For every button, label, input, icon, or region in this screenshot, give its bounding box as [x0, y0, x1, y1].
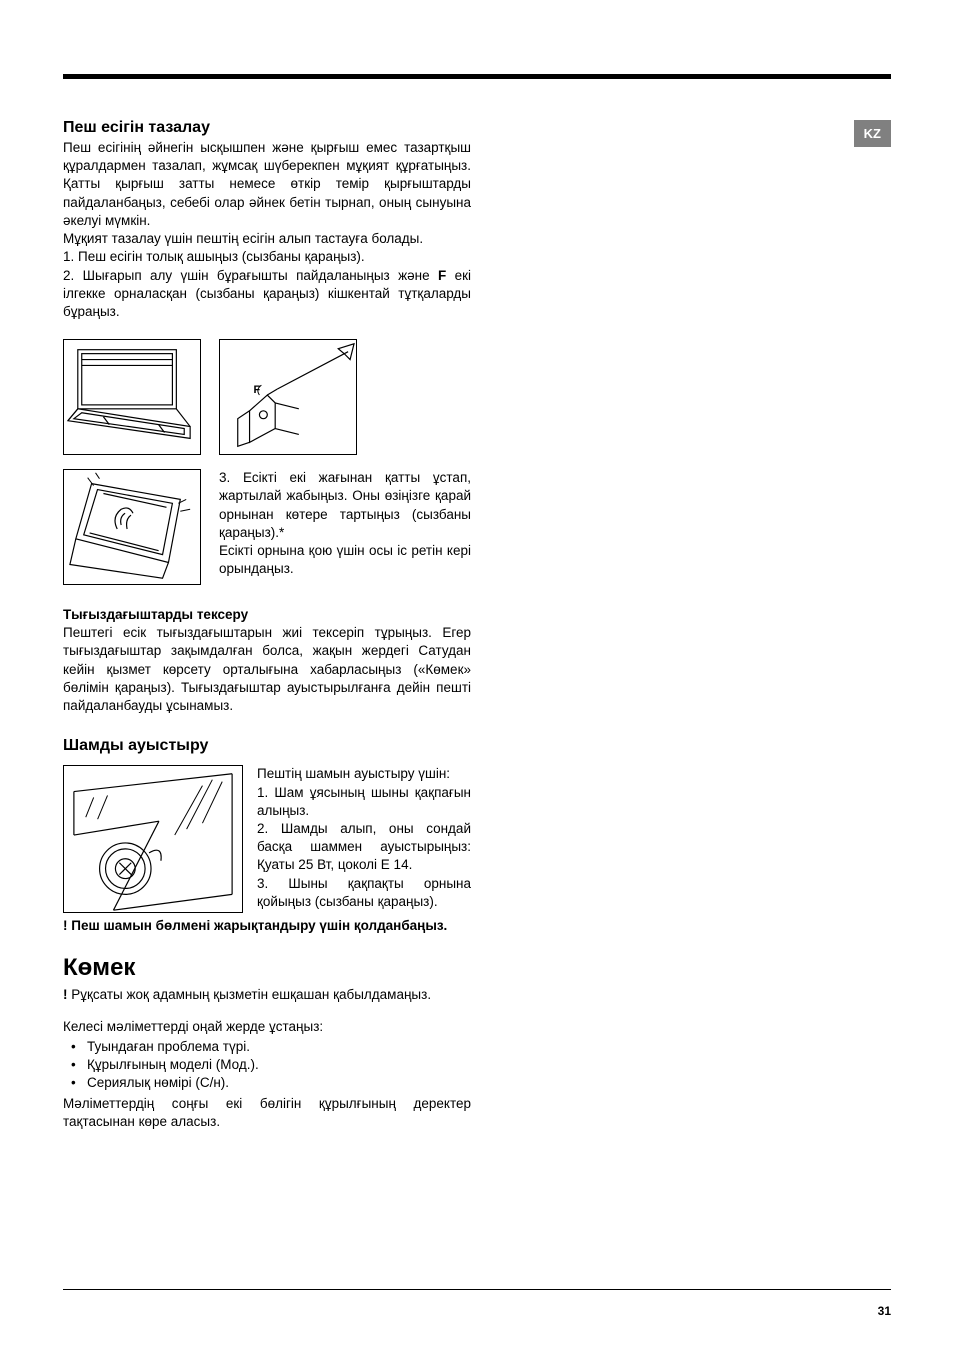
door-step3b: Есікті орнына қою үшін осы іс ретін кері…: [219, 543, 471, 576]
page-number: 31: [878, 1304, 891, 1318]
figure-row-1: F: [63, 339, 471, 455]
figure-f-label: F: [254, 384, 261, 396]
help-warning: ! Рұқсаты жоқ адамның қызметін ешқашан қ…: [63, 986, 471, 1004]
section-door-cleaning-title: Пеш есігін тазалау: [63, 119, 471, 137]
seals-section: Тығыздағыштарды тексеру Пештегі есік тығ…: [63, 607, 471, 715]
lamp-s1: 1. Шам ұясының шыны қақпағын алыңыз.: [257, 785, 471, 818]
help-bullet-3: Сериялық нөмірі (С/н).: [63, 1074, 471, 1092]
figure-lamp: [63, 765, 243, 913]
lamp-row: Пештің шамын ауыстыру үшін: 1. Шам ұясын…: [63, 765, 471, 913]
door-step2-bold: F: [438, 268, 446, 283]
help-warn-prefix: !: [63, 987, 71, 1002]
door-step2-a: 2. Шығарып алу үшін бұрағышты пайдаланың…: [63, 268, 438, 283]
figure-row-2: 3. Есікті екі жағынан қатты ұстап, жарты…: [63, 469, 471, 585]
help-title: Көмек: [63, 954, 471, 982]
help-last: Мәліметтердің соңғы екі бөлігін құрылғын…: [63, 1095, 471, 1131]
bottom-rule: [63, 1289, 891, 1291]
seals-title: Тығыздағыштарды тексеру: [63, 607, 471, 622]
lamp-s2: 2. Шамды алып, оны сондай басқа шаммен а…: [257, 821, 471, 872]
help-bullet-2: Құрылғының моделі (Мод.).: [63, 1056, 471, 1074]
door-cleaning-p2: Мұқият тазалау үшін пештің есігін алып т…: [63, 230, 471, 248]
help-bullet-1: Туындаған проблема түрі.: [63, 1038, 471, 1056]
lamp-s3: 3. Шыны қақпақты орнына қойыңыз (сызбаны…: [257, 876, 471, 909]
language-tab: KZ: [854, 120, 891, 147]
figure-oven-door-open: [63, 339, 201, 455]
figure-hinge-screwdriver: F: [219, 339, 357, 455]
help-keep: Келесі мәліметтерді оңай жерде ұстаңыз:: [63, 1018, 471, 1036]
lamp-text-block: Пештің шамын ауыстыру үшін: 1. Шам ұясын…: [257, 765, 471, 913]
lamp-warning: ! Пеш шамын бөлмені жарықтандыру үшін қо…: [63, 917, 471, 935]
door-step3-block: 3. Есікті екі жағынан қатты ұстап, жарты…: [219, 469, 471, 585]
figure-door-lift: [63, 469, 201, 585]
lamp-title: Шамды ауыстыру: [63, 737, 471, 755]
door-step1: 1. Пеш есігін толық ашыңыз (сызбаны қара…: [63, 248, 471, 266]
help-warn-text: Рұқсаты жоқ адамның қызметін ешқашан қаб…: [71, 987, 431, 1002]
seals-body: Пештегі есік тығыздағыштарын жиі тексері…: [63, 624, 471, 715]
door-step2: 2. Шығарып алу үшін бұрағышты пайдаланың…: [63, 267, 471, 322]
door-cleaning-p1: Пеш есігінің әйнегін ысқышпен және қырғы…: [63, 139, 471, 230]
top-rule: [63, 74, 891, 79]
help-bullets: Туындаған проблема түрі. Құрылғының моде…: [63, 1038, 471, 1093]
main-column: Пеш есігін тазалау Пеш есігінің әйнегін …: [63, 119, 471, 1131]
door-step3: 3. Есікті екі жағынан қатты ұстап, жарты…: [219, 470, 471, 540]
lamp-intro: Пештің шамын ауыстыру үшін:: [257, 766, 450, 781]
